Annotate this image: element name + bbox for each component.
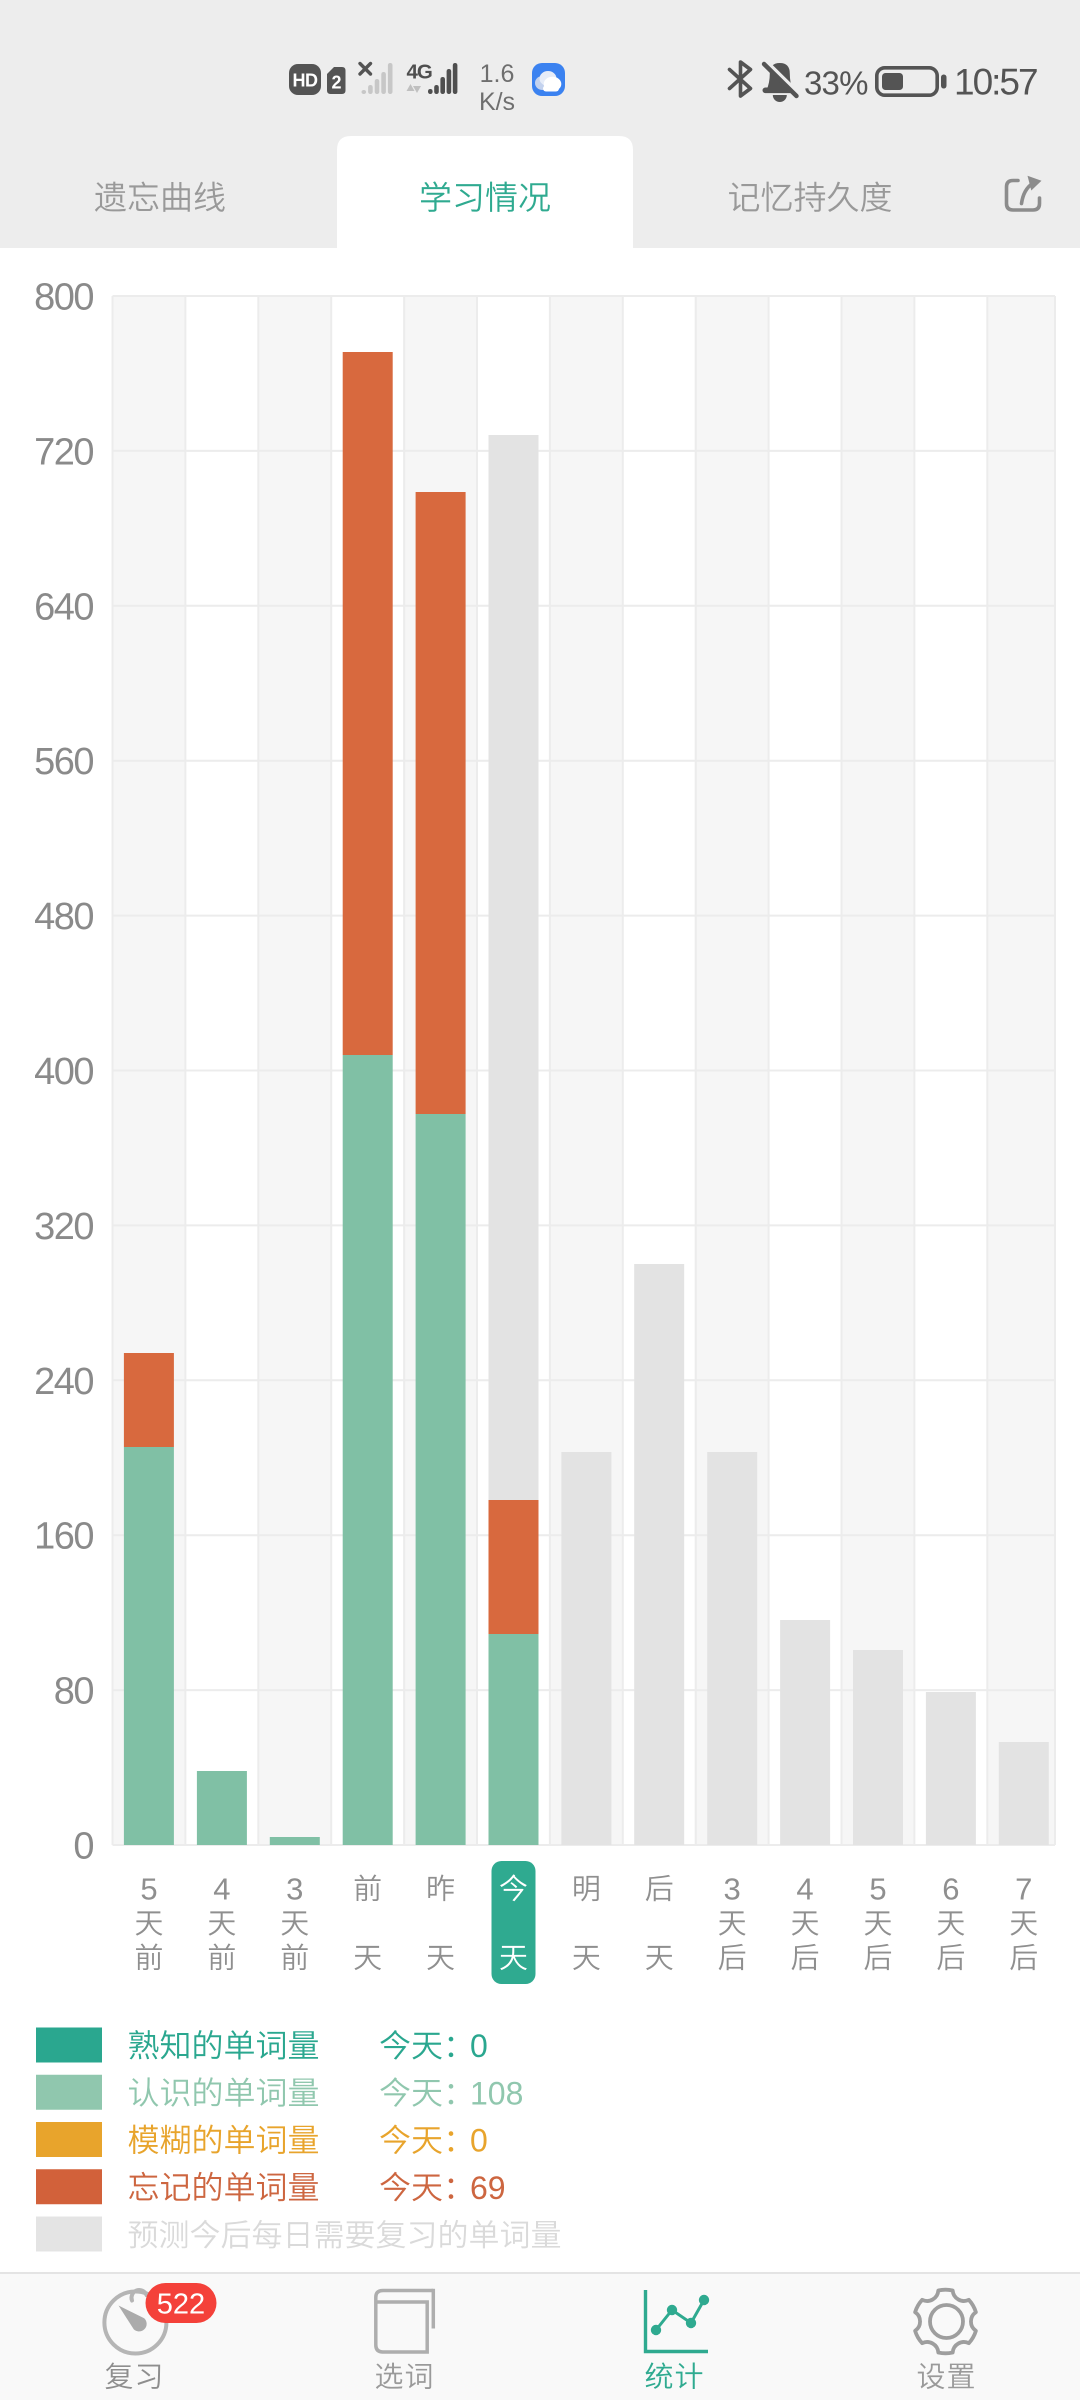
svg-text:400: 400: [34, 1051, 93, 1093]
svg-text:0: 0: [470, 2123, 488, 2159]
svg-text:10:57: 10:57: [954, 62, 1037, 103]
svg-text:6: 6: [942, 1871, 959, 1906]
svg-text:4: 4: [213, 1871, 230, 1906]
svg-text:4G: 4G: [407, 61, 432, 84]
svg-text:0: 0: [470, 2028, 488, 2064]
svg-text:3: 3: [724, 1871, 741, 1906]
svg-text:160: 160: [34, 1516, 93, 1558]
svg-text:3: 3: [286, 1871, 303, 1906]
svg-text:522: 522: [157, 2289, 205, 2321]
svg-text:K/s: K/s: [479, 88, 515, 116]
svg-text:4: 4: [796, 1871, 813, 1906]
svg-text:640: 640: [34, 586, 93, 628]
svg-text:0: 0: [73, 1826, 93, 1868]
svg-text:240: 240: [34, 1361, 93, 1403]
svg-text:720: 720: [34, 431, 93, 473]
svg-text:5: 5: [140, 1871, 157, 1906]
svg-text:2: 2: [331, 73, 341, 93]
svg-text:80: 80: [54, 1671, 94, 1713]
svg-text:33%: 33%: [804, 65, 868, 102]
svg-text:69: 69: [470, 2170, 506, 2206]
svg-text:108: 108: [470, 2075, 523, 2111]
svg-text:7: 7: [1015, 1871, 1032, 1906]
svg-text:480: 480: [34, 896, 93, 938]
svg-text:5: 5: [869, 1871, 886, 1906]
svg-text:HD: HD: [293, 71, 318, 91]
svg-text:1.6: 1.6: [480, 60, 515, 88]
svg-text:320: 320: [34, 1206, 93, 1248]
svg-text:560: 560: [34, 741, 93, 783]
svg-text:800: 800: [34, 277, 93, 319]
